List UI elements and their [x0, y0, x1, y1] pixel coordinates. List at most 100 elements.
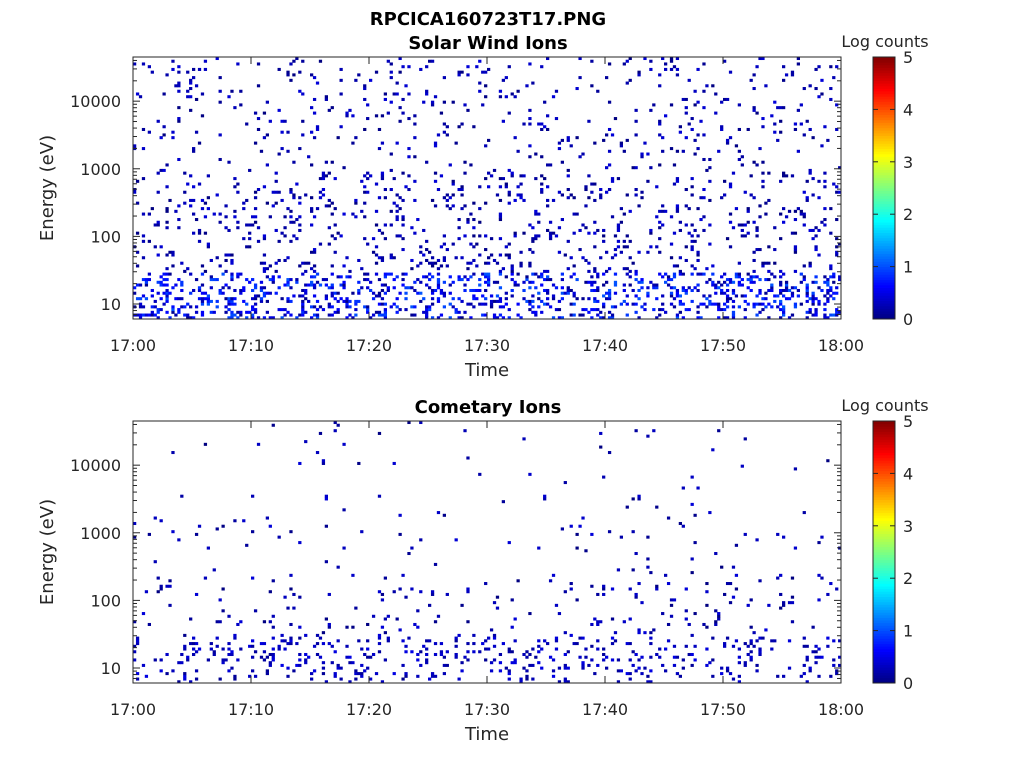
heatmap-cell [758, 652, 762, 657]
heatmap-cell [271, 278, 275, 282]
heatmap-cell [755, 313, 759, 317]
heatmap-cell [141, 294, 146, 298]
heatmap-cell [531, 647, 535, 651]
heatmap-cell [498, 299, 503, 303]
heatmap-cell [649, 231, 653, 235]
heatmap-cell [330, 106, 334, 110]
heatmap-cell [516, 302, 520, 306]
heatmap-cell [197, 231, 202, 235]
heatmap-cell [159, 280, 163, 284]
heatmap-cell [407, 552, 411, 556]
heatmap-cell [728, 297, 733, 301]
heatmap-cell [268, 524, 272, 528]
heatmap-cell [814, 248, 818, 252]
heatmap-cell [209, 275, 213, 279]
colorbar-tick-label: 2 [903, 205, 913, 224]
heatmap-cell [268, 316, 272, 320]
heatmap-cell [404, 84, 408, 88]
heatmap-cell [752, 258, 756, 262]
heatmap-cell [557, 308, 562, 312]
heatmap-cell [755, 248, 759, 252]
heatmap-cell [451, 204, 455, 208]
heatmap-cell [268, 215, 272, 219]
heatmap-cell [330, 644, 334, 648]
heatmap-cell [560, 193, 564, 197]
colorbar-segment [873, 208, 895, 212]
heatmap-cell [377, 127, 382, 131]
heatmap-cell [546, 269, 550, 273]
heatmap-cell [298, 461, 302, 465]
heatmap-cell [681, 658, 685, 662]
heatmap-cell [649, 655, 653, 659]
heatmap-cell [133, 190, 137, 194]
heatmap-cell [301, 305, 305, 309]
colorbar-segment [873, 235, 895, 239]
heatmap-cell [192, 647, 196, 651]
heatmap-cell [749, 288, 753, 293]
heatmap-cell [737, 157, 741, 162]
heatmap-cell [489, 302, 494, 306]
colorbar-segment [873, 83, 895, 87]
heatmap-cell [433, 288, 438, 293]
heatmap-cell [728, 70, 733, 74]
heatmap-cell [436, 280, 441, 284]
heatmap-cell [684, 288, 688, 293]
heatmap-cell [540, 182, 544, 186]
heatmap-cell [371, 291, 376, 295]
heatmap-cell [764, 201, 768, 205]
heatmap-cell [327, 305, 331, 309]
heatmap-cell [817, 647, 821, 651]
heatmap-cell [808, 669, 812, 673]
heatmap-cell [811, 177, 815, 181]
heatmap-cell [593, 280, 597, 284]
heatmap-cell [513, 658, 517, 662]
heatmap-cell [548, 305, 553, 309]
heatmap-cell [678, 220, 682, 224]
heatmap-cell [265, 201, 269, 205]
heatmap-cell [569, 313, 573, 317]
heatmap-cell [194, 97, 199, 101]
heatmap-cell [646, 294, 650, 298]
heatmap-cell [141, 127, 146, 131]
heatmap-cell [637, 316, 641, 320]
heatmap-cell [380, 297, 385, 301]
colorbar-segment [873, 593, 895, 597]
heatmap-cell [460, 603, 464, 607]
heatmap-cell [835, 286, 839, 290]
heatmap-cell [277, 239, 281, 243]
heatmap-cell [832, 275, 836, 279]
heatmap-cell [631, 568, 635, 572]
heatmap-cell [345, 305, 349, 309]
heatmap-cell [584, 185, 588, 189]
heatmap-cell [823, 223, 827, 227]
heatmap-cell [717, 429, 721, 433]
heatmap-cell [790, 595, 795, 599]
heatmap-cell [445, 248, 449, 252]
heatmap-cell [619, 302, 623, 306]
heatmap-cell [177, 65, 181, 69]
heatmap-cell [746, 286, 750, 290]
heatmap-cell [569, 582, 573, 586]
heatmap-cell [743, 316, 747, 320]
heatmap-cell [489, 174, 494, 178]
colorbar-tick-label: 5 [903, 48, 913, 67]
heatmap-cell [177, 661, 181, 665]
heatmap-cell [386, 59, 390, 63]
heatmap-cell [336, 231, 340, 235]
heatmap-cell [625, 272, 629, 276]
heatmap-cell [380, 141, 385, 145]
heatmap-cell [442, 258, 446, 262]
heatmap-cell [304, 291, 308, 295]
heatmap-cell [383, 302, 387, 306]
heatmap-cell [251, 644, 255, 648]
colorbar-segment [873, 274, 895, 278]
heatmap-cell [593, 299, 597, 303]
heatmap-cell [672, 286, 677, 290]
heatmap-cell [554, 647, 559, 651]
colorbar-segment [873, 476, 895, 480]
heatmap-cell [723, 272, 727, 276]
heatmap-cell [256, 239, 261, 243]
heatmap-cell [743, 223, 747, 227]
heatmap-cell [318, 190, 323, 194]
heatmap-cell [472, 258, 476, 262]
